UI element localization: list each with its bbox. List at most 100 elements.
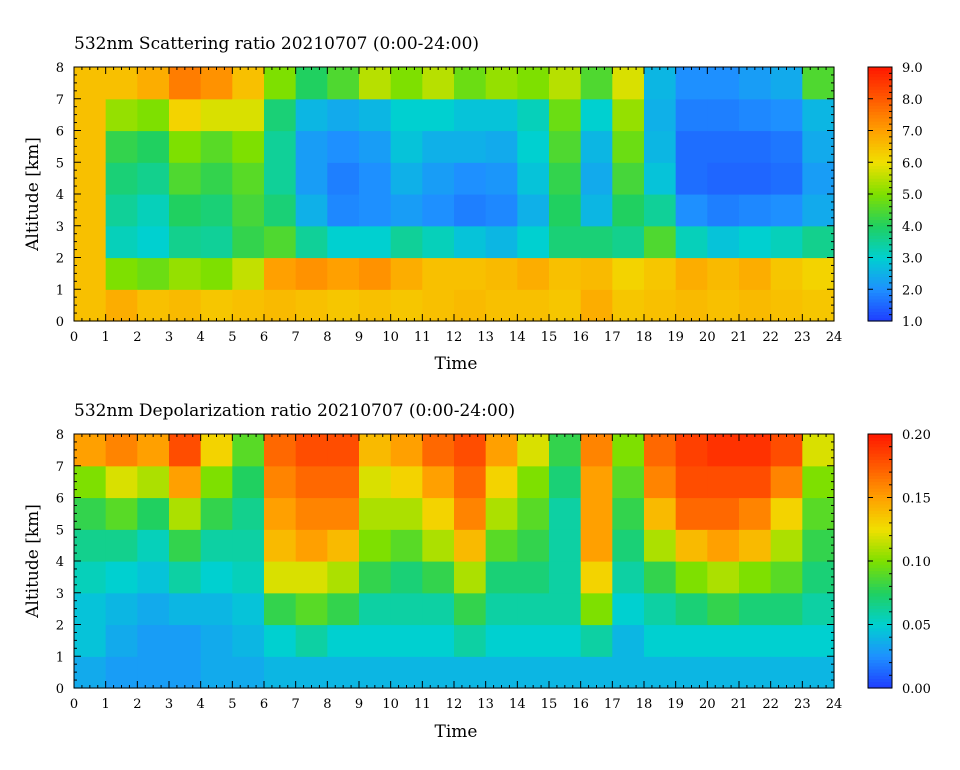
heatmap-cell	[169, 624, 202, 657]
heatmap-cell	[580, 225, 613, 259]
heatmap-cell	[327, 561, 360, 594]
colorbar-segment	[868, 557, 892, 562]
heatmap-cell	[105, 529, 138, 562]
x-tick-label: 17	[604, 697, 621, 712]
heatmap-cell	[232, 592, 265, 626]
colorbar-segment	[868, 561, 892, 565]
heatmap-cell	[74, 289, 107, 322]
colorbar-segment	[868, 213, 892, 217]
heatmap-cell	[200, 592, 233, 626]
heatmap-cell	[74, 257, 107, 290]
heatmap-cell	[264, 434, 297, 467]
heatmap-cell	[359, 656, 392, 689]
colorbar-segment	[868, 453, 892, 457]
heatmap-cell	[359, 592, 392, 626]
colorbar-segment	[868, 487, 892, 492]
colorbar-tick-label: 3.0	[902, 252, 923, 267]
heatmap-cell	[644, 592, 677, 626]
heatmap-cell	[770, 194, 803, 227]
x-tick-label: 6	[260, 697, 268, 712]
heatmap-cell	[327, 624, 360, 657]
heatmap-cells	[74, 434, 835, 689]
heatmap-cell	[644, 465, 677, 499]
heatmap-cell	[612, 130, 645, 163]
colorbar-segment	[868, 289, 892, 294]
colorbar-segment	[868, 273, 892, 278]
colorbar-segment	[868, 649, 892, 654]
colorbar-tick-label: 0.00	[902, 682, 931, 697]
x-tick-label: 0	[70, 697, 78, 712]
heatmap-cell	[549, 289, 582, 322]
heatmap-cell	[200, 289, 233, 322]
heatmap-cell	[802, 162, 835, 195]
heatmap-cell	[549, 561, 582, 594]
colorbar-segment	[868, 105, 892, 109]
colorbar-segment	[868, 67, 892, 71]
heatmap-cell	[137, 98, 170, 132]
colorbar-segment	[868, 586, 892, 591]
x-tick-label: 5	[228, 330, 236, 345]
colorbar-segment	[868, 267, 892, 271]
heatmap-cell	[105, 434, 138, 467]
heatmap-cell	[74, 656, 107, 689]
y-tick-label: 5	[56, 523, 64, 538]
colorbar-segment	[868, 127, 892, 132]
heatmap-cell	[802, 624, 835, 657]
heatmap-cell	[74, 162, 107, 195]
heatmap-cell	[644, 225, 677, 259]
y-tick-label: 2	[56, 252, 64, 267]
heatmap-cell	[675, 656, 708, 689]
heatmap-cell	[644, 130, 677, 163]
heatmap-cell	[707, 624, 740, 657]
x-tick-label: 10	[382, 330, 399, 345]
colorbar-segment	[868, 133, 892, 138]
colorbar-segment	[868, 146, 892, 151]
heatmap-cell	[232, 656, 265, 689]
colorbar-segment	[868, 465, 892, 470]
colorbar-segment	[868, 238, 892, 243]
heatmap-cell	[612, 497, 645, 530]
heatmap-cell	[295, 130, 328, 163]
heatmap-cell	[644, 98, 677, 132]
heatmap-cell	[137, 592, 170, 626]
colorbar-segment	[868, 70, 892, 74]
colorbar-segment	[868, 529, 892, 534]
colorbar-segment	[868, 637, 892, 641]
colorbar-segment	[868, 554, 892, 559]
colorbar-segment	[868, 292, 892, 297]
heatmap-cell	[327, 98, 360, 132]
heatmap-cell	[675, 289, 708, 322]
colorbar-segment	[868, 602, 892, 607]
heatmap-cell	[485, 592, 518, 626]
x-tick-label: 3	[165, 697, 173, 712]
colorbar-segment	[868, 510, 892, 514]
heatmap-cell	[359, 130, 392, 163]
heatmap-cell	[644, 67, 677, 100]
x-tick-label: 19	[667, 697, 684, 712]
colorbar-segment	[868, 684, 892, 689]
heatmap-cell	[295, 162, 328, 195]
heatmap-cell	[802, 465, 835, 499]
heatmap-cell	[169, 257, 202, 290]
colorbar-segment	[868, 573, 892, 578]
heatmap-cell	[74, 225, 107, 259]
heatmap-cell	[422, 656, 455, 689]
colorbar-segment	[868, 317, 892, 322]
heatmap-cell	[295, 225, 328, 259]
heatmap-cell	[739, 162, 772, 195]
heatmap-cell	[232, 130, 265, 163]
heatmap-cell	[390, 497, 423, 530]
heatmap-cell	[549, 257, 582, 290]
colorbar-segment	[868, 241, 892, 246]
heatmap-cell	[517, 656, 550, 689]
colorbar-segment	[868, 484, 892, 489]
heatmap-cell	[644, 289, 677, 322]
heatmap-cell	[612, 434, 645, 467]
heatmap-cell	[802, 592, 835, 626]
heatmap-cell	[644, 162, 677, 195]
heatmap-cell	[264, 98, 297, 132]
colorbar-segment	[868, 567, 892, 572]
colorbar-segment	[868, 526, 892, 530]
colorbar-segment	[868, 89, 892, 93]
heatmap-cell	[485, 497, 518, 530]
